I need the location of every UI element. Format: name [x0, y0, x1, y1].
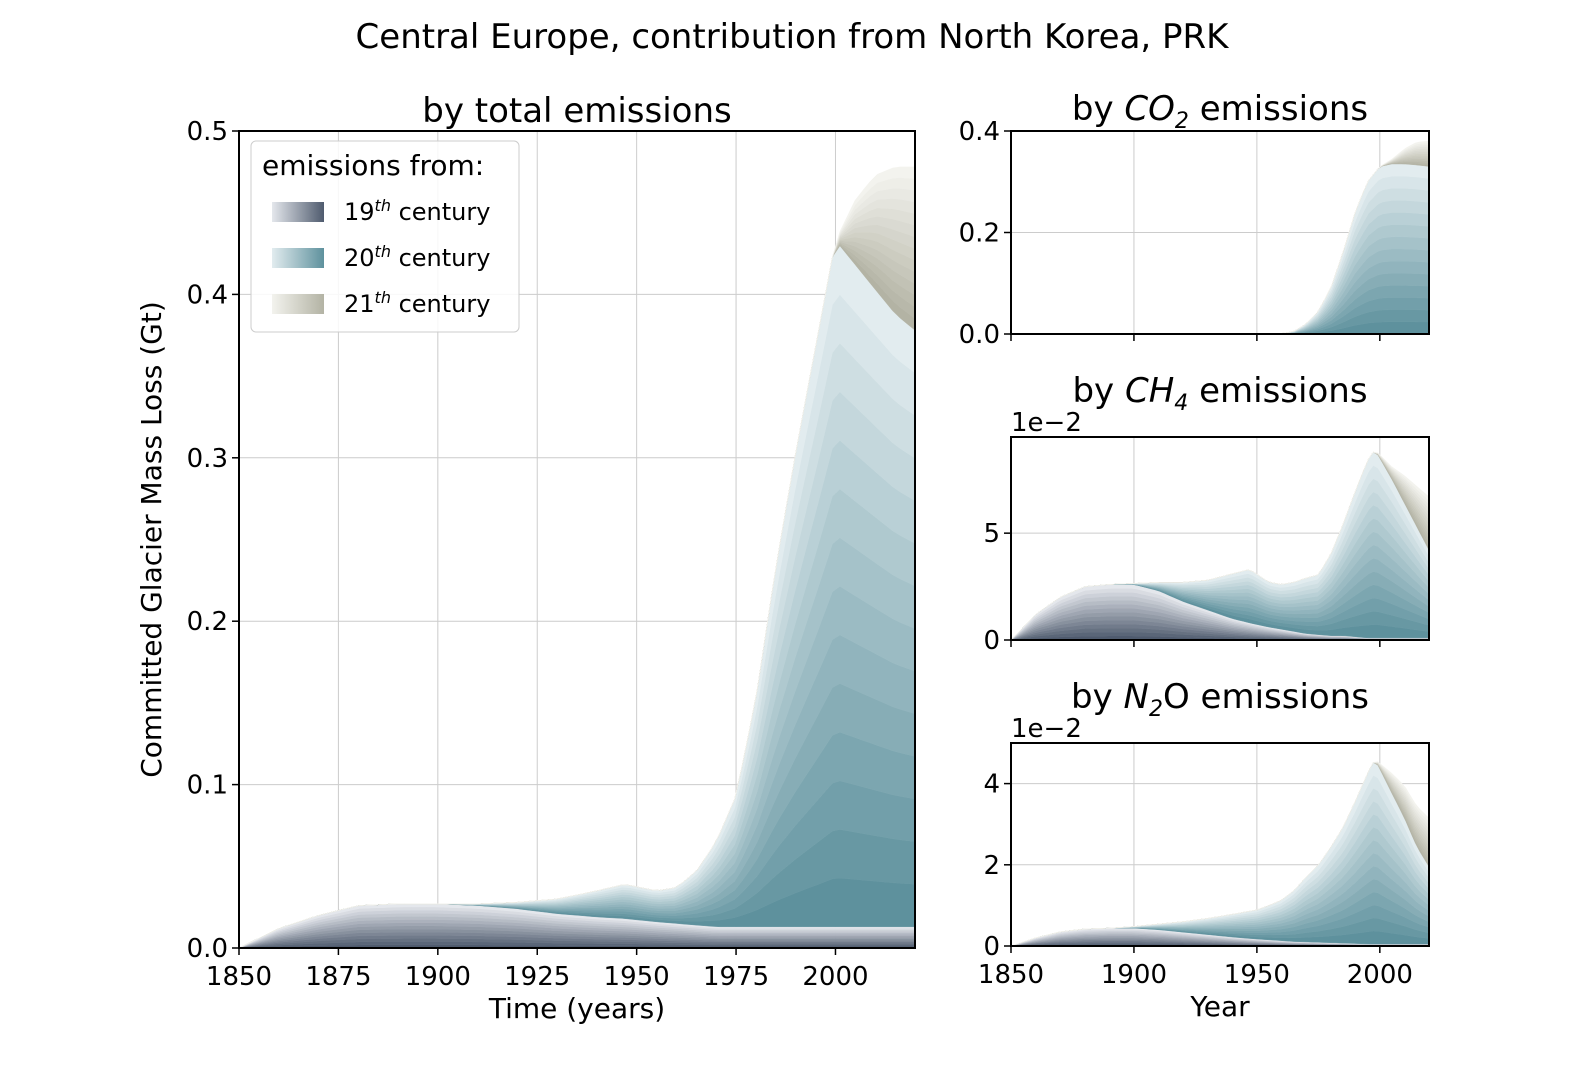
legend-swatch-20th-century	[272, 248, 324, 268]
ytick-label: 0.2	[959, 219, 1000, 249]
figure-suptitle: Central Europe, contribution from North …	[356, 17, 1231, 57]
y-exponent-label: 1e−2	[1011, 714, 1082, 744]
ytick-label: 0.0	[187, 934, 228, 964]
ytick-label: 0.4	[187, 280, 228, 310]
legend-label-20th-century: 20th century	[344, 242, 490, 272]
legend-frame	[250, 140, 520, 333]
ytick-label: 0.0	[959, 320, 1000, 350]
area-band-20th-century	[1011, 188, 1429, 334]
panel-title-part: by	[1072, 371, 1125, 411]
y-exponent-label: 1e−2	[1011, 408, 1082, 438]
ytick-label: 0.4	[959, 117, 1000, 147]
xtick-label: 1975	[703, 962, 769, 992]
panel-title: by N2O emissions	[1071, 677, 1369, 722]
panel-total: 0.0 0.1 0.2 0.3 0.4 0.5 1850 1875 1900 1925 1950 19…	[135, 91, 916, 1025]
y-axis-label: Committed Glacier Mass Loss (Gt)	[135, 301, 168, 778]
panel-title: by total emissions	[422, 91, 732, 131]
panel-title-part: 4	[1174, 391, 1188, 416]
area-band-20th-century	[1011, 224, 1429, 334]
area-band-20th-century	[1011, 285, 1429, 334]
ytick-label: 2	[983, 851, 1000, 881]
panel-title-part: by	[1071, 677, 1124, 717]
legend-label-21st-century: 21th century	[344, 288, 490, 318]
panel-title-part: N	[1124, 677, 1149, 717]
legend-label-20-suffix: century	[391, 244, 491, 272]
panel-title: by CO2 emissions	[1072, 89, 1368, 134]
xtick-label: 1850	[978, 960, 1044, 990]
area-band-20th-century	[1011, 212, 1429, 334]
ytick-label: 0.2	[187, 607, 228, 637]
legend-label-20-sup: th	[375, 242, 391, 261]
legend-label-19th-century: 19th century	[344, 196, 490, 226]
area-band-20th-century	[1011, 273, 1429, 334]
xtick-label: 1900	[405, 962, 471, 992]
xtick-label: 2000	[1347, 960, 1413, 990]
axes-frame	[238, 130, 916, 949]
area-layers	[1011, 451, 1429, 640]
area-band-20th-century	[1011, 175, 1429, 334]
ytick-label: 0	[983, 626, 1000, 656]
legend-title: emissions from:	[262, 149, 484, 182]
panel-title-part: 2	[1149, 697, 1163, 722]
legend-label-19-number: 19	[344, 198, 375, 226]
area-band-21th-century	[1011, 761, 1429, 946]
legend-swatch-21st-century	[272, 294, 324, 314]
xtick-label: 2000	[802, 962, 868, 992]
panel-title-part: by	[1072, 89, 1125, 129]
area-band-20th-century	[1011, 163, 1429, 334]
area-band-20th-century	[1011, 248, 1429, 334]
panel-co2: 0.0 0.2 0.4 by CO2 emissions	[959, 89, 1430, 350]
area-band-20th-century	[1011, 200, 1429, 334]
ytick-label: 0.3	[187, 444, 228, 474]
area-band-20th-century	[1011, 309, 1429, 334]
x-axis-label: Year	[1189, 990, 1250, 1023]
panel-title: by CH4 emissions	[1072, 371, 1367, 416]
legend-label-21-sup: th	[375, 288, 391, 307]
axes-frame	[1010, 436, 1430, 641]
ytick-label: 0	[983, 932, 1000, 962]
ytick-label: 5	[983, 519, 1000, 549]
area-band-20th-century	[1011, 260, 1429, 334]
panel-title-part: 2	[1175, 109, 1189, 134]
area-band-20th-century	[1011, 321, 1429, 334]
axes-frame	[1010, 742, 1430, 947]
panel-title-part: by total emissions	[422, 91, 732, 131]
x-axis-label: Time (years)	[488, 992, 665, 1025]
area-layers	[1011, 761, 1429, 946]
panel-title-part: emissions	[1188, 371, 1367, 411]
xtick-label: 1925	[504, 962, 570, 992]
panel-ch4: 0 5 1e−2by CH4 emissions	[983, 371, 1430, 656]
area-band-21th-century	[1011, 451, 1429, 640]
legend-label-21-number: 21	[344, 290, 375, 318]
area-layers	[1011, 140, 1429, 334]
panel-title-part: emissions	[1189, 89, 1368, 129]
panel-title-part: CO	[1124, 89, 1175, 129]
area-band-20th-century	[1011, 236, 1429, 334]
xtick-label: 1850	[206, 962, 272, 992]
xtick-label: 1950	[604, 962, 670, 992]
legend-label-19-sup: th	[375, 196, 391, 215]
legend: emissions from: 19th century 20th centur…	[250, 140, 520, 333]
ytick-label: 0.1	[187, 771, 228, 801]
xtick-label: 1950	[1224, 960, 1290, 990]
ytick-label: 0.5	[187, 117, 228, 147]
panel-title-part: O emissions	[1163, 677, 1369, 717]
xtick-label: 1900	[1101, 960, 1167, 990]
legend-label-20-number: 20	[344, 244, 375, 272]
legend-label-19-suffix: century	[391, 198, 491, 226]
legend-swatch-19th-century	[272, 202, 324, 222]
area-band-20th-century	[1011, 297, 1429, 334]
ytick-label: 4	[983, 770, 1000, 800]
panel-title-part: CH	[1125, 371, 1174, 411]
legend-label-21-suffix: century	[391, 290, 491, 318]
area-band-21th-century	[239, 166, 915, 948]
xtick-label: 1875	[305, 962, 371, 992]
